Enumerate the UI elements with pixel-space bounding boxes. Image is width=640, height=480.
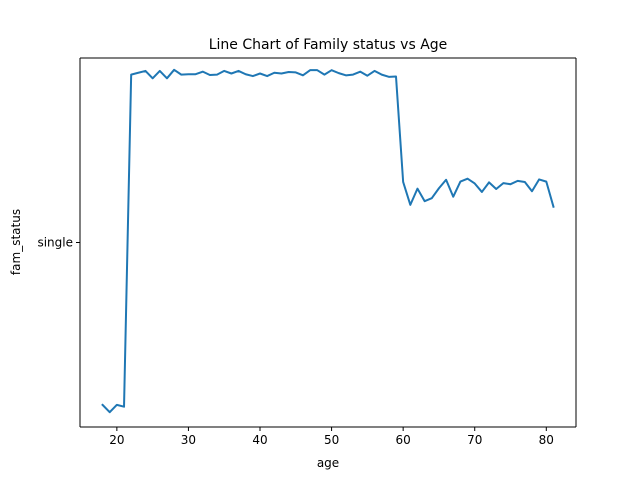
x-tick-label-30: 30 [181,433,196,447]
x-tick-label-20: 20 [109,433,124,447]
x-axis-label: age [317,456,339,470]
series-line-1 [101,68,555,414]
x-tick-label-50: 50 [324,433,339,447]
x-tick-label-60: 60 [396,433,411,447]
chart-title: Line Chart of Family status vs Age [209,37,448,53]
x-tick-label-80: 80 [539,433,554,447]
x-tick-label-70: 70 [467,433,482,447]
x-tick-label-40: 40 [252,433,267,447]
plot-area: 20 30 40 50 60 70 80 single [37,57,577,447]
y-axis-label: fam_status [9,209,23,275]
y-tick-label-single: single [37,236,73,250]
